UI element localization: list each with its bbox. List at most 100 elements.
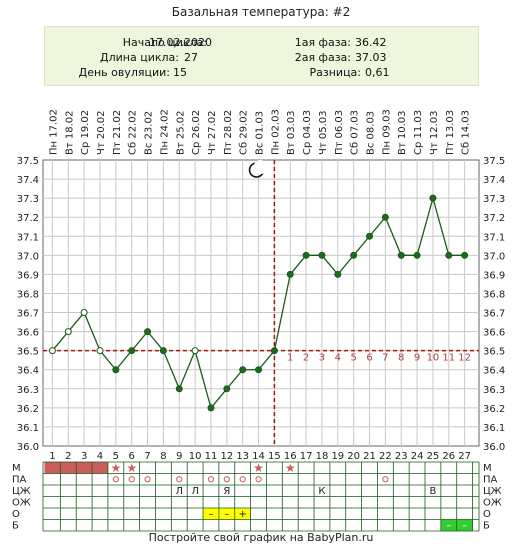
o-cell xyxy=(234,508,251,520)
circle-icon xyxy=(255,476,262,483)
circle-icon xyxy=(207,476,215,483)
temperature-point xyxy=(48,347,56,355)
o-cell-text: + xyxy=(238,509,246,520)
row-label-left: Б xyxy=(12,521,19,532)
date-label: Сб 14.03 xyxy=(461,110,472,155)
y-tick-right: 36.4 xyxy=(483,366,505,377)
phase2-count: 3 xyxy=(319,353,325,364)
b-cell-text: – xyxy=(446,521,451,532)
phase2-count: 1 xyxy=(287,353,293,364)
phase2-count: 8 xyxy=(398,353,404,364)
temperature-point xyxy=(286,270,294,278)
y-tick-right: 36.5 xyxy=(483,347,505,358)
cycle-length-value: 27 xyxy=(184,51,198,64)
y-tick-left: 36.8 xyxy=(17,289,39,300)
y-tick-right: 37.5 xyxy=(483,156,505,167)
cycle-info-panel: Начало цикла: 17.02.2020 Длина цикла: 27… xyxy=(44,26,479,86)
day-number: 16 xyxy=(284,451,297,462)
date-label: Пт 06.03 xyxy=(334,110,345,155)
day-number: 2 xyxy=(65,451,71,462)
phase2-count: 12 xyxy=(458,353,471,364)
row-label-right: М xyxy=(483,463,492,474)
date-label: Ср 19.02 xyxy=(80,110,91,155)
phase2-count: 9 xyxy=(414,353,420,364)
row-label-right: Б xyxy=(483,521,490,532)
b-cell xyxy=(440,519,457,531)
temperature-point xyxy=(461,251,469,259)
y-tick-right: 36.8 xyxy=(483,289,505,300)
date-label: Пт 21.02 xyxy=(112,110,123,155)
difference-value: 0,61 xyxy=(365,66,390,79)
date-label: Пн 17.02 xyxy=(48,109,59,155)
cycle-length-label: Длина цикла: xyxy=(100,51,179,64)
temperature-point xyxy=(64,328,72,336)
y-tick-right: 37.2 xyxy=(483,213,505,224)
phase2-label: 2ая фаза: xyxy=(294,51,351,64)
star-icon: ★ xyxy=(253,461,264,475)
y-tick-left: 36.6 xyxy=(17,328,39,339)
row-label-left: ПА xyxy=(12,475,27,486)
date-label: Пт 28.02 xyxy=(223,110,234,155)
day-number: 19 xyxy=(331,451,344,462)
row-label-left: О xyxy=(12,509,20,520)
y-tick-left: 37.0 xyxy=(17,251,39,262)
day-number: 20 xyxy=(347,451,360,462)
row-label-left: М xyxy=(12,463,21,474)
y-tick-right: 37.0 xyxy=(483,251,505,262)
czh-letter: К xyxy=(318,486,325,497)
date-label: Ср 04.03 xyxy=(302,110,313,155)
ovulation-day-label: День овуляции: xyxy=(78,66,170,79)
moon-icon-mask xyxy=(253,160,268,174)
star-icon: ★ xyxy=(110,461,121,475)
y-tick-left: 36.1 xyxy=(17,423,39,434)
circle-icon xyxy=(144,476,151,483)
day-number: 4 xyxy=(97,451,103,462)
y-tick-right: 36.0 xyxy=(483,442,505,453)
b-cell-text: – xyxy=(462,521,467,532)
temperature-point xyxy=(350,251,358,259)
y-tick-right: 37.4 xyxy=(483,175,505,186)
day-number: 11 xyxy=(205,451,218,462)
y-tick-left: 37.5 xyxy=(17,156,39,167)
date-label: Чт 12.03 xyxy=(429,111,440,156)
y-tick-right: 36.3 xyxy=(483,385,505,396)
y-tick-left: 37.3 xyxy=(17,194,39,205)
y-tick-right: 36.9 xyxy=(483,270,505,281)
date-label: Сб 29.02 xyxy=(239,110,250,155)
row-label-left: ОЖ xyxy=(12,498,31,509)
day-number: 15 xyxy=(268,451,281,462)
row-label-right: ЦЖ xyxy=(483,486,502,497)
czh-letter: В xyxy=(429,486,436,497)
phase2-value: 37.03 xyxy=(355,51,387,64)
y-tick-left: 36.4 xyxy=(17,366,39,377)
temperature-point xyxy=(175,385,183,393)
temperature-point xyxy=(366,232,374,240)
menses-cell xyxy=(44,462,61,474)
czh-letter: Я xyxy=(223,486,230,497)
y-tick-right: 36.1 xyxy=(483,423,505,434)
temperature-point xyxy=(302,251,310,259)
phase2-count: 10 xyxy=(427,353,440,364)
date-label: Ср 26.02 xyxy=(191,110,202,155)
temperature-point xyxy=(80,309,88,317)
temperature-point xyxy=(270,347,278,355)
star-icon: ★ xyxy=(126,461,137,475)
circle-icon xyxy=(176,476,183,483)
menses-cell xyxy=(60,462,77,474)
temperature-point xyxy=(128,347,136,355)
day-number: 25 xyxy=(427,451,440,462)
difference-label: Разница: xyxy=(309,66,362,79)
circle-icon xyxy=(112,476,119,483)
day-number: 5 xyxy=(113,451,119,462)
date-label: Вс 08.03 xyxy=(366,111,377,155)
date-label: Вт 25.02 xyxy=(175,111,186,156)
o-cell-text: – xyxy=(224,509,229,520)
y-tick-left: 36.7 xyxy=(17,309,39,320)
cycle-start-value: 17.02.2020 xyxy=(149,36,212,49)
phase2-count: 4 xyxy=(335,353,341,364)
o-cell xyxy=(203,508,219,520)
day-number: 23 xyxy=(395,451,408,462)
row-label-right: ПА xyxy=(483,475,498,486)
circle-icon xyxy=(239,476,246,483)
day-number: 1 xyxy=(49,451,55,462)
